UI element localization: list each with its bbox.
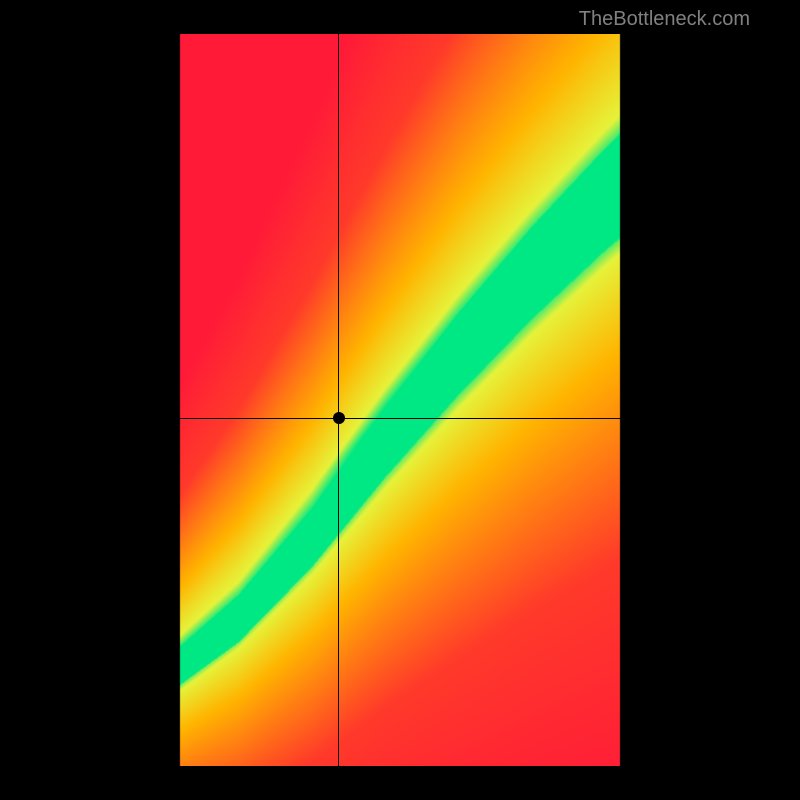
heatmap-canvas <box>34 34 766 766</box>
plot-area <box>34 34 766 766</box>
data-point-marker <box>333 412 345 424</box>
root: { "meta": { "watermark_text": "TheBottle… <box>0 0 800 800</box>
crosshair-vertical <box>338 34 339 766</box>
crosshair-horizontal <box>34 418 766 419</box>
watermark-text: TheBottleneck.com <box>579 8 750 31</box>
